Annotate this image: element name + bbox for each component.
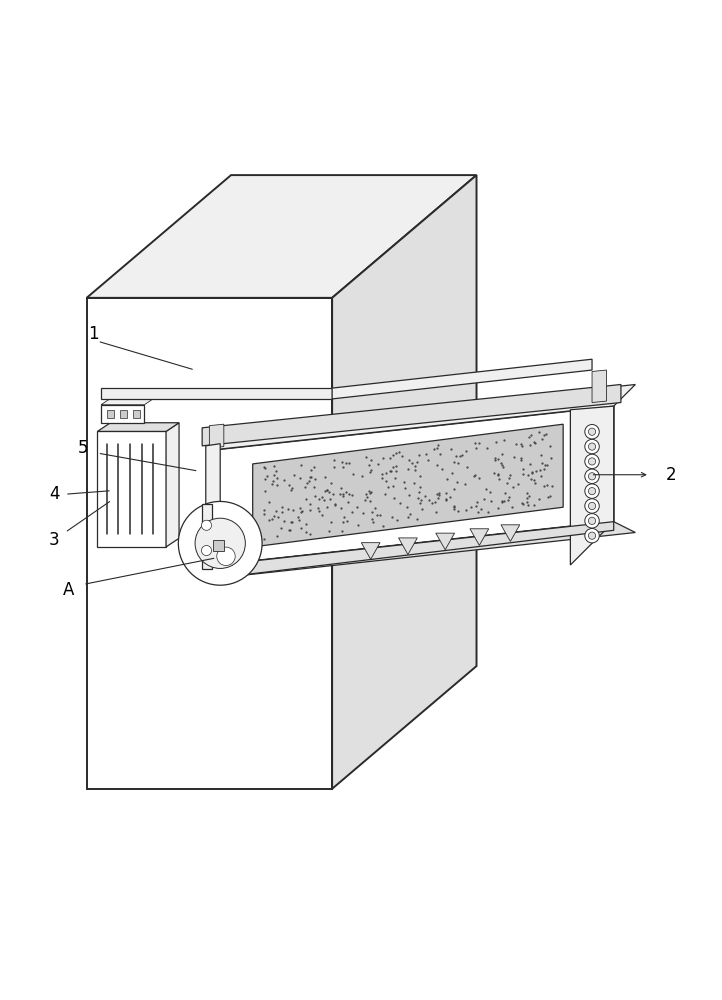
- Polygon shape: [592, 370, 606, 403]
- Circle shape: [588, 473, 596, 480]
- Polygon shape: [87, 175, 477, 298]
- Circle shape: [585, 499, 599, 513]
- Circle shape: [585, 454, 599, 469]
- Circle shape: [201, 545, 212, 556]
- Circle shape: [585, 439, 599, 454]
- Circle shape: [588, 458, 596, 465]
- Circle shape: [585, 425, 599, 439]
- Polygon shape: [361, 543, 380, 559]
- Text: 3: 3: [49, 531, 59, 549]
- Polygon shape: [399, 538, 417, 555]
- Bar: [101, 405, 144, 423]
- Text: A: A: [63, 581, 74, 599]
- Polygon shape: [202, 384, 621, 446]
- Bar: [133, 410, 140, 418]
- Circle shape: [588, 428, 596, 435]
- Polygon shape: [87, 298, 332, 789]
- Circle shape: [178, 501, 262, 585]
- Polygon shape: [253, 424, 563, 547]
- Polygon shape: [332, 359, 592, 399]
- Circle shape: [195, 518, 245, 568]
- Polygon shape: [209, 424, 224, 448]
- Bar: [97, 431, 166, 547]
- Polygon shape: [570, 406, 614, 565]
- Circle shape: [585, 484, 599, 498]
- Text: 5: 5: [78, 439, 88, 457]
- Polygon shape: [217, 522, 614, 578]
- Bar: [120, 410, 127, 418]
- Text: 1: 1: [89, 325, 99, 343]
- Circle shape: [588, 517, 596, 524]
- Polygon shape: [470, 529, 489, 545]
- Circle shape: [588, 443, 596, 450]
- Polygon shape: [202, 504, 212, 569]
- Circle shape: [588, 532, 596, 539]
- Bar: [213, 540, 224, 551]
- Polygon shape: [166, 423, 179, 547]
- Polygon shape: [97, 423, 179, 431]
- Circle shape: [588, 488, 596, 495]
- Polygon shape: [436, 533, 455, 550]
- Circle shape: [201, 520, 212, 530]
- Polygon shape: [217, 406, 614, 565]
- Circle shape: [217, 547, 235, 566]
- Text: 4: 4: [49, 485, 59, 503]
- Circle shape: [585, 469, 599, 484]
- Polygon shape: [101, 399, 153, 405]
- Circle shape: [588, 502, 596, 510]
- Polygon shape: [101, 388, 332, 399]
- Bar: [107, 410, 114, 418]
- Circle shape: [585, 514, 599, 528]
- Polygon shape: [501, 525, 520, 541]
- Text: 2: 2: [666, 466, 677, 484]
- Polygon shape: [332, 175, 477, 789]
- Polygon shape: [217, 522, 635, 576]
- Polygon shape: [217, 384, 635, 449]
- Circle shape: [585, 528, 599, 543]
- Polygon shape: [206, 444, 220, 569]
